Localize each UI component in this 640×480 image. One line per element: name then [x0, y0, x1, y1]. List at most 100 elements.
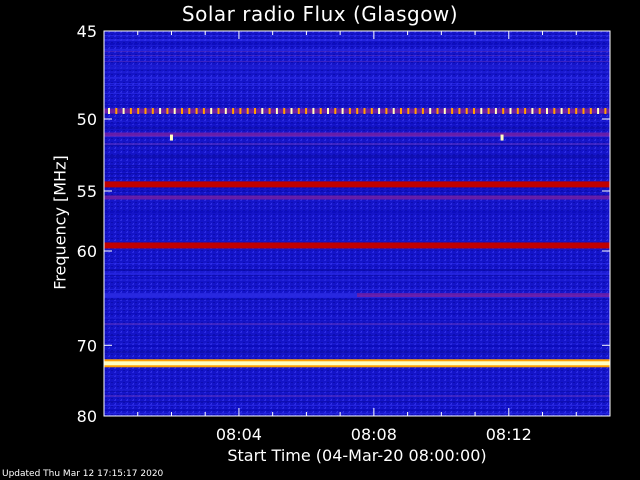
spectral-striation	[104, 49, 610, 51]
interference-spike	[480, 108, 483, 114]
spectral-striation	[104, 171, 610, 172]
spectral-striation	[104, 57, 610, 58]
spectral-striation	[104, 401, 610, 402]
spectral-striation	[104, 35, 610, 36]
chart-axes: 45 50 55 60 70 80 08:04 08:08 08:12	[77, 22, 611, 444]
interference-spike	[575, 108, 578, 114]
interference-spike	[436, 108, 439, 114]
spectral-striation	[104, 85, 610, 86]
interference-spike	[356, 108, 359, 114]
spectral-striation	[104, 389, 610, 391]
spectrogram-plot	[104, 31, 610, 416]
spectral-striation	[104, 375, 610, 376]
emission-band	[104, 293, 357, 298]
y-tick-label: 80	[77, 407, 97, 426]
interference-spike	[443, 108, 446, 114]
chart-title: Solar radio Flux (Glasgow)	[181, 2, 459, 26]
spectral-striation	[104, 395, 610, 397]
x-axis-label: Start Time (04-Mar-20 08:00:00)	[227, 446, 487, 465]
interference-spike	[451, 108, 454, 114]
interference-spike	[392, 108, 395, 114]
interference-spike	[473, 108, 475, 114]
interference-spike	[538, 108, 541, 114]
spectral-striation	[104, 55, 610, 56]
spectral-striation	[104, 39, 610, 41]
spectral-striation	[104, 211, 610, 213]
interference-spike	[524, 108, 527, 114]
spectral-striation	[104, 145, 610, 146]
interference-spike	[589, 108, 592, 114]
spectral-striation	[104, 317, 610, 319]
emission-band	[104, 181, 610, 188]
interference-spike	[188, 108, 191, 114]
spectral-striation	[104, 409, 610, 411]
interference-spike	[144, 108, 147, 114]
x-tick-label: 08:08	[351, 425, 397, 444]
interference-spike	[385, 108, 388, 114]
spectral-striation	[104, 155, 610, 157]
updated-timestamp: Updated Thu Mar 12 17:15:17 2020	[2, 469, 164, 479]
spectral-striation	[104, 323, 610, 325]
radio-burst	[169, 134, 173, 141]
spectral-striation	[104, 45, 610, 46]
interference-spike	[297, 108, 300, 114]
spectral-striation	[104, 165, 610, 166]
interference-spike	[487, 108, 490, 114]
spectral-striation	[104, 127, 610, 129]
spectral-striation	[104, 297, 610, 298]
interference-spike	[159, 108, 162, 114]
interference-spike	[327, 108, 329, 114]
interference-spike	[217, 108, 220, 114]
spectral-striation	[104, 335, 610, 336]
interference-spike	[246, 108, 249, 114]
interference-spike	[137, 108, 140, 114]
emission-band	[104, 132, 610, 137]
interference-spike	[202, 108, 205, 114]
spectral-striation	[104, 279, 610, 281]
spectral-striation	[104, 123, 610, 124]
interference-spike	[509, 108, 512, 114]
spectral-striation	[104, 65, 610, 67]
interference-spike	[421, 108, 424, 114]
interference-spike	[115, 108, 118, 114]
spectral-striation	[104, 67, 610, 69]
interference-spike	[553, 108, 556, 114]
spectrogram-background	[104, 31, 610, 416]
spectral-striation	[104, 413, 610, 414]
y-tick-label: 60	[77, 242, 97, 261]
spectral-striation	[104, 345, 610, 347]
interference-spike	[407, 108, 410, 114]
emission-band	[104, 195, 610, 200]
spectral-striation	[104, 177, 610, 178]
interference-spike	[210, 108, 213, 114]
interference-spike	[319, 108, 322, 114]
interference-spike	[312, 108, 315, 114]
interference-spike	[181, 108, 183, 114]
spectral-striation	[104, 343, 610, 344]
spectral-striation	[104, 405, 610, 406]
spectral-striation	[104, 289, 610, 290]
interference-spike	[400, 108, 402, 114]
interference-spike	[224, 108, 227, 114]
interference-spike	[378, 108, 381, 114]
x-tick-label: 08:04	[216, 425, 262, 444]
interference-spike	[232, 108, 235, 114]
interference-spike	[567, 108, 570, 114]
spectral-striation	[104, 273, 610, 275]
interference-spike	[429, 108, 432, 114]
interference-spike	[494, 108, 497, 114]
spectral-striation	[104, 143, 610, 145]
spectral-striation	[104, 83, 610, 84]
interference-spike	[458, 108, 461, 114]
interference-spike	[239, 108, 242, 114]
spectral-striation	[104, 93, 610, 94]
interference-spike	[122, 108, 125, 114]
spectral-striation	[104, 275, 610, 276]
plot-frame	[103, 30, 611, 417]
interference-spike	[173, 108, 176, 114]
interference-spike	[516, 108, 519, 114]
spectral-striation	[104, 351, 610, 353]
interference-spike	[348, 108, 351, 114]
spectral-striation	[104, 191, 610, 192]
